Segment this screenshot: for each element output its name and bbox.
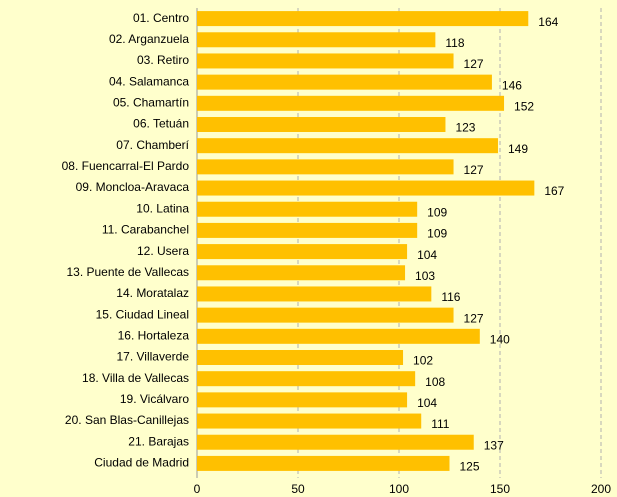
bar — [197, 11, 529, 27]
x-tick-label: 200 — [591, 482, 611, 496]
value-label: 152 — [514, 99, 534, 113]
y-tick-label: 04. Salamanca — [109, 74, 189, 88]
x-tick-label: 0 — [194, 482, 201, 496]
bar — [197, 392, 408, 408]
bar — [197, 286, 432, 302]
value-label: 111 — [431, 417, 450, 431]
x-tick-label: 150 — [490, 482, 510, 496]
value-label: 125 — [460, 460, 480, 474]
value-label: 102 — [413, 354, 433, 368]
y-tick-label: 03. Retiro — [137, 53, 189, 67]
bar — [197, 222, 418, 238]
bar — [197, 180, 535, 196]
bar — [197, 95, 505, 111]
value-label: 116 — [441, 290, 460, 304]
y-tick-label: 12. Usera — [137, 244, 189, 258]
bar — [197, 434, 474, 450]
y-tick-label: 10. Latina — [136, 201, 189, 215]
y-tick-label: Ciudad de Madrid — [94, 456, 189, 470]
bar — [197, 117, 446, 132]
y-tick-label: 09. Moncloa-Aravaca — [76, 180, 190, 194]
value-label: 137 — [484, 438, 504, 452]
bar — [197, 328, 480, 344]
value-label: 108 — [425, 375, 445, 389]
y-tick-label: 20. San Blas-Canillejas — [65, 413, 189, 427]
value-label: 167 — [544, 184, 564, 198]
bar — [197, 201, 418, 217]
y-tick-label: 01. Centro — [133, 11, 189, 25]
y-tick-label: 02. Arganzuela — [109, 32, 189, 46]
value-label: 127 — [464, 57, 484, 71]
y-tick-label: 08. Fuencarral-El Pardo — [62, 159, 190, 173]
value-label: 149 — [508, 142, 528, 156]
bar — [197, 74, 492, 90]
y-tick-label: 15. Ciudad Lineal — [96, 307, 189, 321]
y-tick-label: 18. Villa de Vallecas — [82, 371, 189, 385]
bar — [197, 265, 406, 281]
bar — [197, 32, 436, 48]
value-label: 104 — [417, 396, 437, 410]
bar — [197, 455, 450, 471]
y-tick-label: 16. Hortaleza — [118, 328, 190, 342]
bar — [197, 53, 454, 69]
value-label: 104 — [417, 248, 437, 262]
y-tick-label: 21. Barajas — [128, 434, 189, 448]
value-label: 109 — [427, 227, 447, 241]
value-label: 109 — [427, 205, 447, 219]
bar — [197, 413, 422, 429]
value-label: 146 — [502, 78, 522, 92]
bar — [197, 159, 454, 175]
x-tick-label: 100 — [389, 482, 409, 496]
y-tick-label: 17. Villaverde — [117, 350, 190, 364]
y-tick-label: 06. Tetuán — [133, 117, 189, 131]
value-label: 127 — [464, 311, 484, 325]
y-tick-label: 11. Carabanchel — [102, 223, 189, 237]
value-label: 118 — [445, 36, 464, 50]
bar — [197, 307, 454, 323]
bar — [197, 371, 416, 387]
bar — [197, 350, 404, 365]
y-tick-label: 19. Vicálvaro — [120, 392, 189, 406]
value-label: 123 — [455, 121, 475, 135]
y-tick-label: 13. Puente de Vallecas — [66, 265, 189, 279]
y-tick-label: 05. Chamartín — [113, 95, 189, 109]
y-tick-label: 07. Chamberí — [116, 138, 189, 152]
value-label: 140 — [490, 332, 510, 346]
bar — [197, 138, 498, 154]
x-tick-label: 50 — [291, 482, 305, 496]
value-label: 164 — [538, 15, 558, 29]
value-label: 127 — [464, 163, 484, 177]
y-tick-label: 14. Moratalaz — [116, 286, 189, 300]
value-label: 103 — [415, 269, 435, 283]
bar — [197, 244, 408, 260]
